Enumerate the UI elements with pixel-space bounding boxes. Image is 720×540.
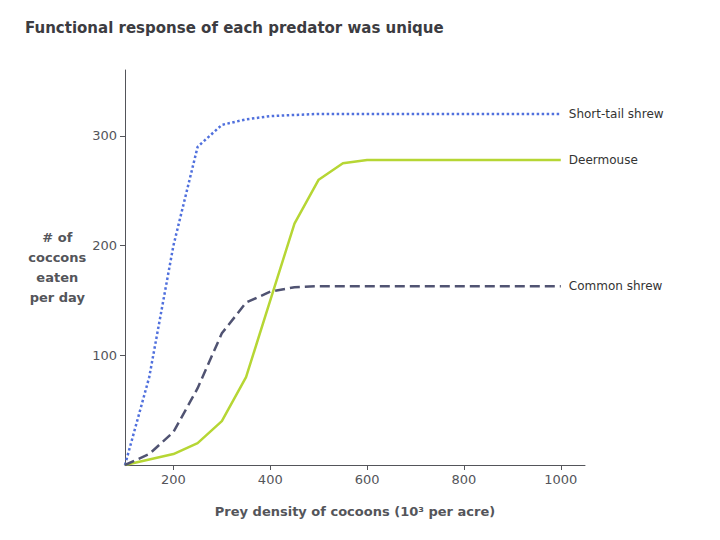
svg-text:400: 400 [258, 472, 283, 487]
svg-text:200: 200 [161, 472, 186, 487]
svg-text:300: 300 [92, 128, 117, 143]
svg-text:100: 100 [92, 348, 117, 363]
svg-text:800: 800 [452, 472, 477, 487]
svg-text:Functional response of each pr: Functional response of each predator was… [25, 19, 444, 37]
svg-text:coccons: coccons [28, 250, 86, 265]
svg-text:Deermouse: Deermouse [569, 153, 638, 167]
svg-text:# of: # of [42, 230, 72, 245]
svg-text:eaten: eaten [36, 270, 78, 285]
svg-text:Prey density of cocoons (10³ p: Prey density of cocoons (10³ per acre) [215, 504, 495, 519]
svg-text:600: 600 [355, 472, 380, 487]
svg-text:per day: per day [30, 290, 86, 305]
svg-text:200: 200 [92, 238, 117, 253]
svg-text:Common shrew: Common shrew [569, 279, 663, 293]
svg-text:1000: 1000 [544, 472, 577, 487]
svg-text:Short-tail shrew: Short-tail shrew [569, 107, 664, 121]
